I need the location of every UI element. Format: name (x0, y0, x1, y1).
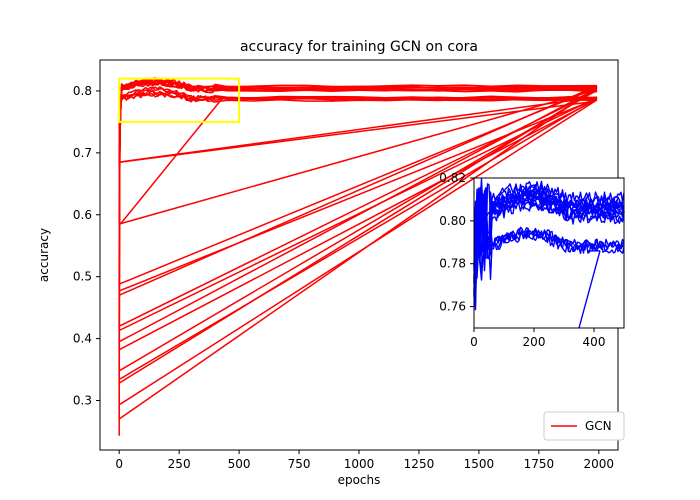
y-tick-label: 0.7 (73, 146, 92, 160)
gcn-run-line (118, 92, 598, 296)
x-tick-label: 1750 (524, 457, 555, 471)
gcn-run-line (118, 86, 598, 225)
inset-x-tick-label: 400 (583, 335, 606, 349)
inset-x-tick-label: 200 (523, 335, 546, 349)
legend: GCN (543, 411, 625, 441)
gcn-run-line (118, 79, 598, 163)
main-y-ticks: 0.3 0.4 0.5 0.6 0.7 0.8 (73, 84, 100, 407)
legend-frame (543, 411, 625, 441)
inset-y-ticks: 0.76 0.78 0.80 0.82 (439, 171, 474, 314)
inset-y-tick-label: 0.80 (439, 214, 466, 228)
inset-run-line (473, 190, 625, 301)
inset-x-ticks: 0 200 400 (470, 328, 605, 349)
x-tick-label: 250 (168, 457, 191, 471)
y-axis-label: accuracy (37, 228, 51, 282)
inset-y-tick-label: 0.82 (439, 171, 466, 185)
highlight-box-group (118, 77, 241, 123)
inset-run-line (473, 226, 625, 281)
legend-entry-gcn: GCN (585, 419, 612, 433)
inset-y-tick-label: 0.76 (439, 300, 466, 314)
gcn-connector-line (120, 101, 590, 163)
x-tick-label: 1500 (464, 457, 495, 471)
x-tick-label: 1250 (404, 457, 435, 471)
main-plot-area: 0 250 500 750 1000 1250 1500 1750 2000 0.30.40.5… (73, 59, 619, 471)
inset-plot-area: 0 200 400 0.76 0.78 0.80 0.82 (439, 171, 625, 349)
x-tick-label: 1000 (344, 457, 375, 471)
inset-run-line (473, 193, 625, 306)
inset-y-tick-label: 0.78 (439, 257, 466, 271)
inset-connector-line (578, 250, 601, 329)
inset-x-tick-label: 0 (470, 335, 478, 349)
chart-title: accuracy for training GCN on cora (240, 39, 478, 55)
y-tick-label: 0.8 (73, 84, 92, 98)
y-tick-label: 0.6 (73, 208, 92, 222)
inset-axes-frame (473, 177, 625, 329)
gcn-run-line (118, 82, 598, 285)
main-series-lines (118, 77, 598, 436)
inset-run-line (473, 214, 625, 280)
gcn-connector-line (119, 97, 223, 225)
y-tick-label: 0.5 (73, 270, 92, 284)
y-tick-label: 0.4 (73, 332, 92, 346)
inset-series-lines (473, 178, 625, 329)
main-x-ticks: 0 250 500 750 1000 1250 1500 1750 2000 (115, 450, 614, 471)
zoom-highlight-box (118, 77, 241, 123)
x-tick-label: 2000 (584, 457, 615, 471)
x-tick-label: 750 (288, 457, 311, 471)
x-axis-label: epochs (338, 473, 381, 487)
y-tick-label: 0.3 (73, 393, 92, 407)
x-tick-label: 0 (115, 457, 123, 471)
inset-run-line (473, 178, 625, 285)
x-tick-label: 500 (228, 457, 251, 471)
gcn-run-line (118, 77, 598, 327)
